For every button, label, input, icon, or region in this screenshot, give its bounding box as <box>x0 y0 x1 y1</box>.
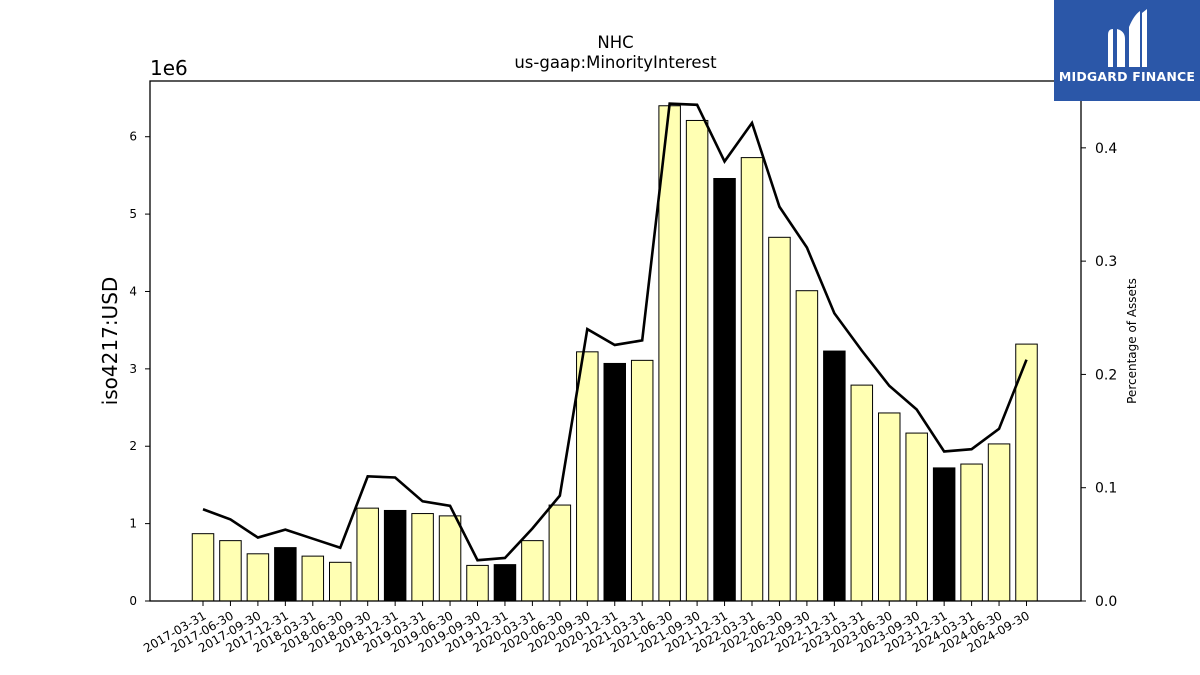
bar-2022-06-30 <box>768 236 791 602</box>
bar-2020-12-31 <box>603 362 626 602</box>
bar-2020-03-31 <box>521 540 544 602</box>
y2-tick-label: 0.4 <box>1095 141 1117 157</box>
y-tick-label: 3 <box>129 362 137 376</box>
y2-axis-label: Percentage of Assets <box>1125 278 1139 404</box>
bar-2021-06-30 <box>658 105 681 602</box>
bar-2022-12-31 <box>823 350 846 602</box>
x-axis: 2017-03-312017-06-302017-09-302017-12-31… <box>141 601 1032 655</box>
bar-2020-09-30 <box>576 351 599 602</box>
y2-tick-label: 0.2 <box>1095 367 1117 383</box>
bar-2022-03-31 <box>740 157 764 602</box>
bar-2022-09-30 <box>795 290 819 602</box>
bar-2023-03-31 <box>850 384 874 602</box>
bar-2017-06-30 <box>219 540 242 602</box>
logo-text: MIDGARD FINANCE <box>1058 69 1196 84</box>
bar-2020-06-30 <box>548 504 572 602</box>
y2-tick-label: 0.3 <box>1095 254 1117 270</box>
bar-2017-12-31 <box>274 547 297 602</box>
midgard-finance-logo: MIDGARD FINANCE <box>1054 0 1200 101</box>
y-tick-label: 4 <box>129 284 137 298</box>
bar-2017-09-30 <box>246 553 270 602</box>
y2-tick-label: 0.1 <box>1095 481 1117 497</box>
bar-2023-12-31 <box>932 467 956 602</box>
chart-title: NHC <box>597 33 633 52</box>
bar-2019-12-31 <box>493 564 517 602</box>
percentage-line <box>202 102 1028 562</box>
bar-2023-06-30 <box>878 412 901 602</box>
bar-2018-06-30 <box>329 561 352 602</box>
logo-mark-icon <box>1108 9 1147 67</box>
bar-2023-09-30 <box>905 432 928 602</box>
y-tick-label: 6 <box>129 130 137 144</box>
y-tick-label: 2 <box>129 439 137 453</box>
bar-2021-12-31 <box>713 178 736 602</box>
bar-2017-03-31 <box>191 533 215 602</box>
y-tick-label: 5 <box>129 207 137 221</box>
bar-series <box>191 105 1038 602</box>
bar-2018-12-31 <box>383 509 407 602</box>
y-axis-left: 0 1 2 3 4 5 6 <box>129 130 150 608</box>
bar-2019-09-30 <box>466 564 489 602</box>
bar-2024-09-30 <box>1015 343 1038 602</box>
bar-2018-09-30 <box>356 507 379 602</box>
plot-frame <box>149 80 1082 602</box>
bar-2024-06-30 <box>987 443 1011 602</box>
bar-2021-09-30 <box>685 119 709 602</box>
y-tick-label: 1 <box>129 517 137 531</box>
y-offset-label: 1e6 <box>150 56 188 80</box>
bar-2019-06-30 <box>438 515 462 602</box>
chart-subtitle: us-gaap:MinorityInterest <box>514 53 717 72</box>
bar-2018-03-31 <box>301 555 325 602</box>
y2-tick-label: 0.0 <box>1095 594 1117 610</box>
bar-2024-03-31 <box>960 463 983 602</box>
y-axis-label: iso4217:USD <box>98 277 122 406</box>
y-axis-right: 0.0 0.1 0.2 0.3 0.4 <box>1081 141 1117 610</box>
y-tick-label: 0 <box>129 594 137 608</box>
bar-2019-03-31 <box>411 513 434 602</box>
bar-2021-03-31 <box>630 359 654 602</box>
